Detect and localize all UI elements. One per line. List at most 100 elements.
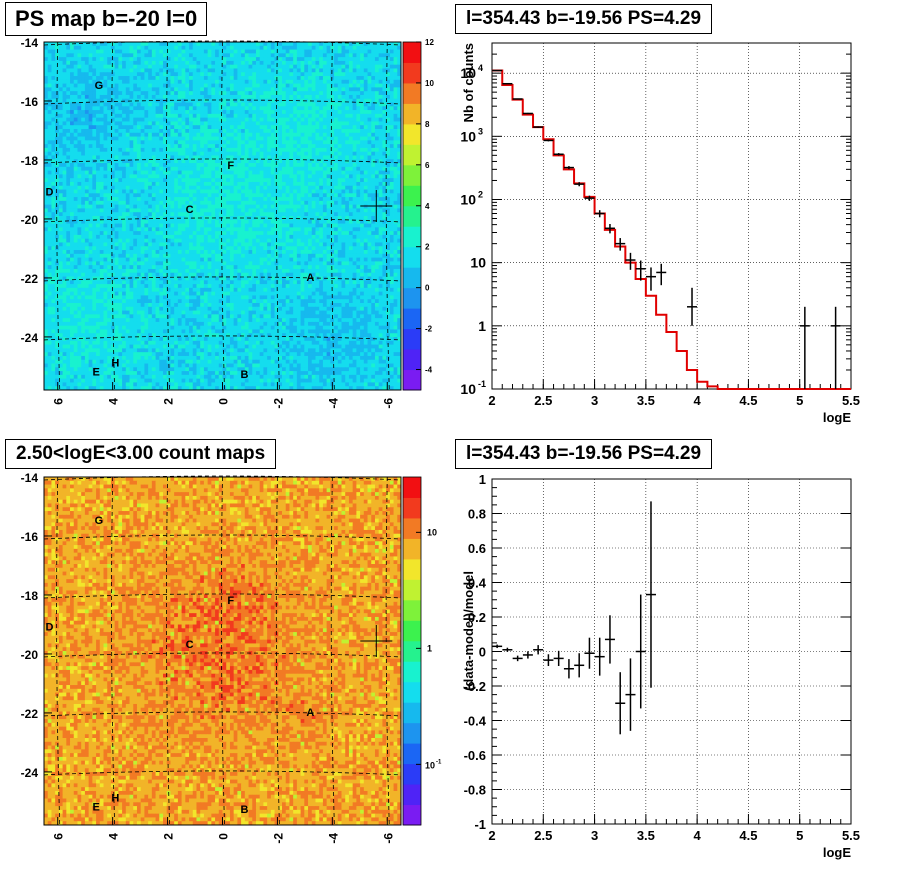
- map-cell: [289, 140, 294, 145]
- map-cell: [77, 132, 82, 137]
- map-cell: [282, 166, 287, 172]
- map-cell: [393, 166, 398, 172]
- map-cell: [282, 132, 287, 137]
- map-cell: [218, 212, 223, 217]
- map-cell: [360, 140, 365, 145]
- map-cell: [233, 72, 238, 77]
- map-cell: [125, 113, 130, 119]
- map-cell: [140, 57, 145, 62]
- map-cell: [155, 185, 160, 190]
- map-cell: [374, 60, 380, 66]
- map-cell: [304, 144, 309, 149]
- map-cell: [308, 132, 313, 137]
- map-cell: [378, 83, 383, 88]
- map-cell: [222, 98, 227, 103]
- map-cell: [229, 106, 235, 111]
- map-cell: [110, 185, 116, 190]
- map-cell: [263, 106, 268, 111]
- map-cell: [203, 42, 209, 47]
- map-cell: [211, 223, 216, 228]
- map-cell: [270, 208, 275, 213]
- map-cell: [92, 113, 97, 119]
- map-cell: [47, 87, 52, 92]
- map-cell: [270, 204, 275, 209]
- map-cell: [70, 151, 75, 156]
- map-cell: [348, 155, 354, 160]
- map-cell: [285, 181, 290, 187]
- map-cell: [229, 208, 235, 213]
- map-cell: [136, 181, 142, 187]
- map-cell: [62, 163, 67, 168]
- map-cell: [159, 136, 164, 141]
- map-cell: [389, 197, 394, 202]
- map-cell: [263, 181, 268, 187]
- map-cell: [334, 216, 339, 221]
- map-cell: [237, 151, 242, 156]
- map-cell: [103, 53, 108, 58]
- map-cell: [334, 68, 339, 73]
- map-cell: [267, 110, 272, 115]
- map-cell: [174, 129, 179, 134]
- map-cell: [326, 49, 331, 54]
- map-cell: [55, 163, 60, 168]
- map-cell: [77, 200, 82, 206]
- map-cell: [55, 197, 60, 202]
- map-cell: [300, 57, 305, 62]
- map-cell: [222, 159, 227, 164]
- map-cell: [244, 147, 249, 153]
- map-cell: [148, 113, 153, 119]
- map-cell: [140, 106, 145, 111]
- map-cell: [110, 113, 116, 119]
- map-cell: [177, 83, 182, 88]
- map-cell: [211, 45, 216, 50]
- map-cell: [308, 219, 313, 224]
- map-cell: [282, 60, 287, 66]
- map-cell: [252, 204, 257, 209]
- map-cell: [367, 136, 372, 141]
- map-cell: [397, 185, 402, 190]
- map-cell: [44, 121, 49, 126]
- map-cell: [140, 178, 145, 183]
- map-cell: [233, 166, 238, 172]
- map-cell: [367, 132, 372, 137]
- map-cell: [322, 163, 328, 168]
- map-cell: [207, 83, 212, 88]
- map-cell: [334, 42, 339, 47]
- map-cell: [360, 234, 365, 240]
- map-cell: [241, 102, 246, 107]
- map-cell: [96, 106, 101, 111]
- map-cell: [122, 60, 127, 66]
- map-cell: [360, 117, 365, 122]
- map-cell: [296, 234, 301, 240]
- map-cell: [144, 91, 149, 96]
- map-cell: [114, 174, 119, 179]
- map-cell: [289, 102, 294, 107]
- map-cell: [47, 45, 52, 50]
- map-cell: [334, 87, 339, 92]
- map-cell: [148, 155, 153, 160]
- map-cell: [248, 64, 253, 69]
- map-cell: [311, 94, 316, 100]
- map-cell: [389, 68, 394, 73]
- map-cell: [58, 189, 63, 194]
- map-cell: [110, 181, 116, 187]
- map-cell: [237, 53, 242, 58]
- map-cell: [367, 110, 372, 115]
- map-cell: [363, 60, 368, 66]
- map-cell: [84, 45, 90, 50]
- map-cell: [177, 144, 182, 149]
- map-cell: [58, 234, 63, 240]
- map-cell: [248, 204, 253, 209]
- map-cell: [122, 155, 127, 160]
- map-cell: [118, 185, 123, 190]
- map-cell: [326, 181, 331, 187]
- map-cell: [330, 102, 335, 107]
- map-cell: [155, 166, 160, 172]
- map-cell: [352, 136, 357, 141]
- map-cell: [92, 42, 97, 47]
- map-cell: [181, 113, 186, 119]
- map-cell: [196, 231, 201, 236]
- map-cell: [326, 208, 331, 213]
- map-cell: [255, 106, 261, 111]
- map-cell: [348, 189, 354, 194]
